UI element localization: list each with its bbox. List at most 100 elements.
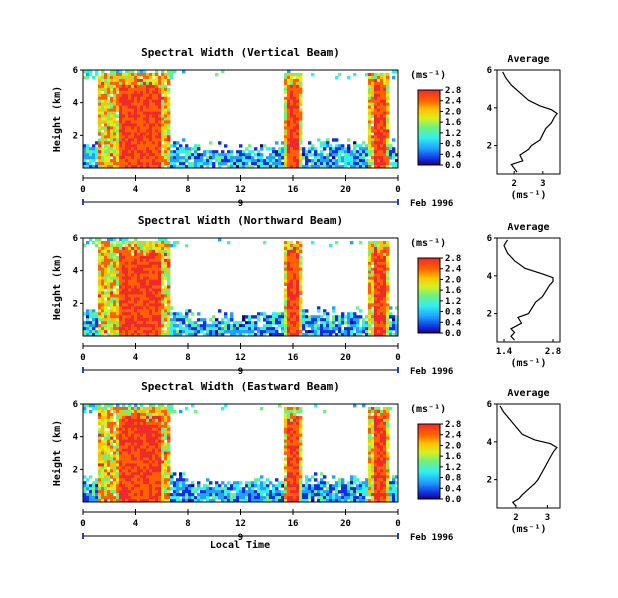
heatmap-cell (356, 315, 360, 319)
heatmap-cell (380, 264, 384, 269)
heatmap-cell (299, 240, 303, 245)
heatmap-cell (137, 330, 141, 334)
heatmap-cell (374, 499, 378, 503)
heatmap-cell (293, 117, 297, 121)
heatmap-cell (173, 162, 177, 166)
heatmap-cell (371, 93, 375, 98)
heatmap-cell (170, 243, 174, 248)
heatmap-cell (107, 433, 111, 438)
heatmap-cell (137, 442, 141, 446)
colorbar-tick-label: 0.4 (445, 318, 462, 328)
heatmap-cell (98, 114, 102, 118)
heatmap-cell (311, 165, 315, 169)
heatmap-cell (290, 463, 294, 467)
heatmap-cell (104, 126, 108, 130)
heatmap-cell (287, 159, 291, 163)
heatmap-cell (218, 487, 222, 491)
heatmap-cell (131, 84, 135, 89)
heatmap-cell (167, 252, 171, 257)
heatmap-cell (377, 448, 381, 452)
heatmap-cell (146, 288, 150, 292)
heatmap-cell (107, 87, 111, 92)
heatmap-cell (395, 159, 399, 163)
heatmap-cell (140, 147, 144, 151)
heatmap-cell (290, 481, 294, 485)
heatmap-cell (113, 87, 117, 92)
heatmap-cell (248, 150, 252, 154)
heatmap-cell (323, 309, 327, 313)
heatmap-cell (299, 309, 303, 313)
heatmap-cell (296, 327, 300, 331)
heatmap-cell (263, 490, 267, 494)
heatmap-cell (389, 333, 393, 337)
heatmap-cell (311, 240, 315, 245)
heatmap-cell (89, 490, 93, 494)
heatmap-cell (170, 75, 174, 80)
heatmap-cell (155, 243, 159, 248)
heatmap-cell (86, 156, 90, 160)
heatmap-cell (296, 102, 300, 107)
heatmap-cell (98, 475, 102, 479)
heatmap-cell (152, 144, 156, 148)
heatmap-cell (131, 144, 135, 148)
heatmap-cell (110, 415, 114, 420)
heatmap-cell (110, 430, 114, 435)
heatmap-cell (368, 123, 372, 127)
heatmap-cell (98, 472, 102, 476)
heatmap-cell (98, 454, 102, 458)
heatmap-cell (149, 309, 153, 313)
heatmap-cell (140, 315, 144, 319)
heatmap-cell (287, 285, 291, 289)
heatmap-cell (293, 291, 297, 295)
heatmap-cell (179, 315, 183, 319)
heatmap-cell (137, 81, 141, 86)
heatmap-cell (152, 460, 156, 464)
heatmap-cell (362, 327, 366, 331)
heatmap-cell (386, 138, 390, 142)
heatmap-cell (170, 409, 174, 414)
heatmap-cell (353, 141, 357, 145)
heatmap-cell (134, 255, 138, 260)
heatmap-cell (266, 493, 270, 497)
heatmap-cell (128, 490, 132, 494)
heatmap-cell (377, 153, 381, 157)
heatmap-cell (146, 129, 150, 133)
heatmap-cell (110, 240, 114, 245)
heatmap-cell (248, 165, 252, 169)
heatmap-cell (299, 327, 303, 331)
heatmap-cell (143, 261, 147, 266)
heatmap-cell (257, 493, 261, 497)
heatmap-cell (173, 493, 177, 497)
heatmap-cell (122, 318, 126, 322)
heatmap-cell (158, 448, 162, 452)
heatmap-cell (386, 261, 390, 266)
heatmap-cell (170, 404, 174, 408)
heatmap-cell (173, 240, 177, 245)
heatmap-cell (215, 327, 219, 331)
heatmap-cell (137, 490, 141, 494)
heatmap-cell (287, 333, 291, 337)
heatmap-cell (113, 460, 117, 464)
heatmap-cell (155, 123, 159, 127)
heatmap-cell (143, 105, 147, 110)
colorbar-tick-label: 2.8 (445, 86, 461, 96)
heatmap-cell (353, 318, 357, 322)
heatmap-cell (167, 469, 171, 473)
heatmap-cell (137, 102, 141, 107)
heatmap-cell (116, 415, 120, 420)
heatmap-cell (155, 78, 159, 83)
heatmap-cell (164, 238, 168, 242)
heatmap-cell (359, 330, 363, 334)
heatmap-cell (359, 144, 363, 148)
heatmap-cell (374, 144, 378, 148)
heatmap-cell (341, 165, 345, 169)
heatmap-cell (221, 406, 225, 411)
heatmap-cell (344, 330, 348, 334)
heatmap-cell (116, 499, 120, 503)
heatmap-cell (101, 81, 105, 86)
heatmap-cell (167, 141, 171, 145)
heatmap-cell (158, 135, 162, 139)
heatmap-cell (200, 487, 204, 491)
heatmap-cell (128, 135, 132, 139)
heatmap-cell (272, 333, 276, 337)
